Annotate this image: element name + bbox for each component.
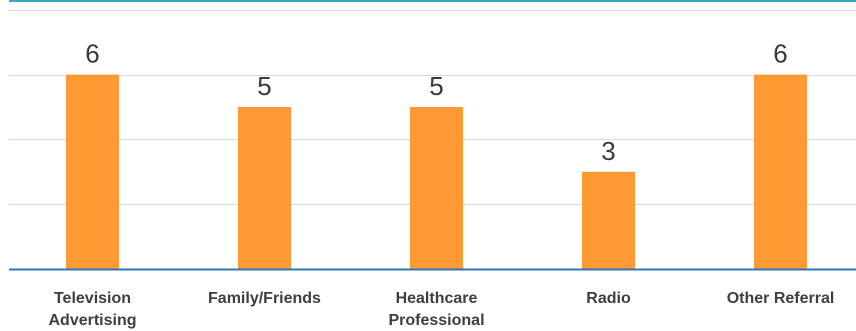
- data-label-1: 5: [257, 71, 271, 101]
- category-label-2: Healthcare Professional: [388, 290, 484, 329]
- category-label-4: Other Referral: [727, 290, 835, 307]
- category-labels: Television Advertising Family/Friends Healt…: [48, 290, 834, 329]
- bars: [66, 74, 807, 269]
- data-label-4: 6: [773, 39, 787, 69]
- bar-3: [582, 171, 635, 269]
- category-label-0: Television Advertising: [48, 290, 136, 329]
- bar-2: [410, 107, 463, 269]
- data-label-0: 6: [85, 39, 99, 69]
- data-label-2: 5: [429, 71, 443, 101]
- bar-4: [754, 74, 807, 269]
- data-labels: 6 5 5 3 6: [85, 39, 787, 166]
- bar-0: [66, 74, 119, 269]
- data-label-3: 3: [601, 136, 615, 166]
- category-label-3: Radio: [586, 290, 631, 307]
- bar-1: [238, 107, 291, 269]
- category-label-1: Family/Friends: [208, 290, 321, 307]
- chart-top-border: [9, 0, 856, 2]
